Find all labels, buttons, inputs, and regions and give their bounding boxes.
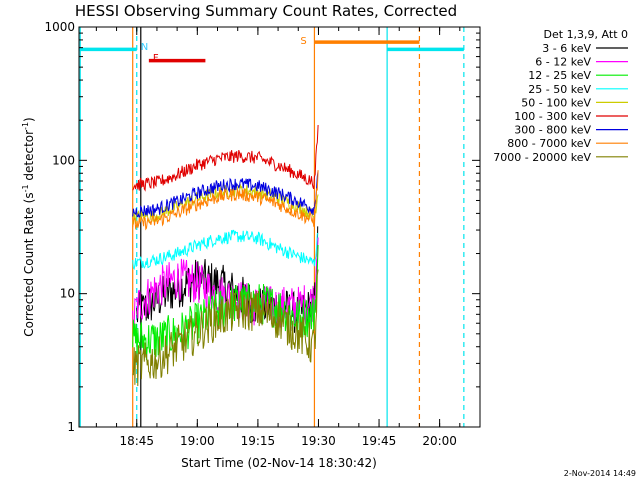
legend-label: 800 - 7000 keV xyxy=(507,137,591,150)
series-line xyxy=(132,229,319,271)
legend-label: 100 - 300 keV xyxy=(514,110,591,123)
x-tick-label: 19:15 xyxy=(241,434,276,448)
marker-f: F xyxy=(153,53,159,64)
y-tick-label: 10 xyxy=(60,287,75,301)
y-tick-label: 1 xyxy=(67,420,75,434)
series-line xyxy=(132,269,319,387)
legend-title: Det 1,3,9, Att 0 xyxy=(544,28,628,41)
footer-timestamp: 2-Nov-2014 14:49 xyxy=(564,469,636,478)
x-tick-label: 19:00 xyxy=(180,434,215,448)
y-tick-label: 100 xyxy=(52,153,75,167)
plot-frame xyxy=(78,26,481,428)
chart-title: HESSI Observing Summary Count Rates, Cor… xyxy=(75,2,457,20)
legend-label: 12 - 25 keV xyxy=(528,69,591,82)
series-line xyxy=(132,170,319,231)
x-tick-label: 18:45 xyxy=(119,434,154,448)
legend-label: 3 - 6 keV xyxy=(542,42,591,55)
legend-label: 25 - 50 keV xyxy=(528,83,591,96)
legend-label: 7000 - 20000 keV xyxy=(493,151,591,164)
x-tick-label: 20:00 xyxy=(422,434,457,448)
legend-label: 6 - 12 keV xyxy=(535,56,591,69)
legend-label: 300 - 800 keV xyxy=(514,124,591,137)
y-axis-label: Corrected Count Rate (s-1 detector-1) xyxy=(21,117,36,336)
marker-s: S xyxy=(300,36,306,47)
y-tick-label: 1000 xyxy=(44,20,75,34)
marker-n: N xyxy=(141,42,148,53)
series-line xyxy=(132,124,319,192)
x-axis-label: Start Time (02-Nov-14 18:30:42) xyxy=(181,456,377,470)
x-tick-label: 19:45 xyxy=(362,434,397,448)
x-tick-label: 19:30 xyxy=(301,434,336,448)
legend-label: 50 - 100 keV xyxy=(521,96,591,109)
series-line xyxy=(132,183,319,225)
